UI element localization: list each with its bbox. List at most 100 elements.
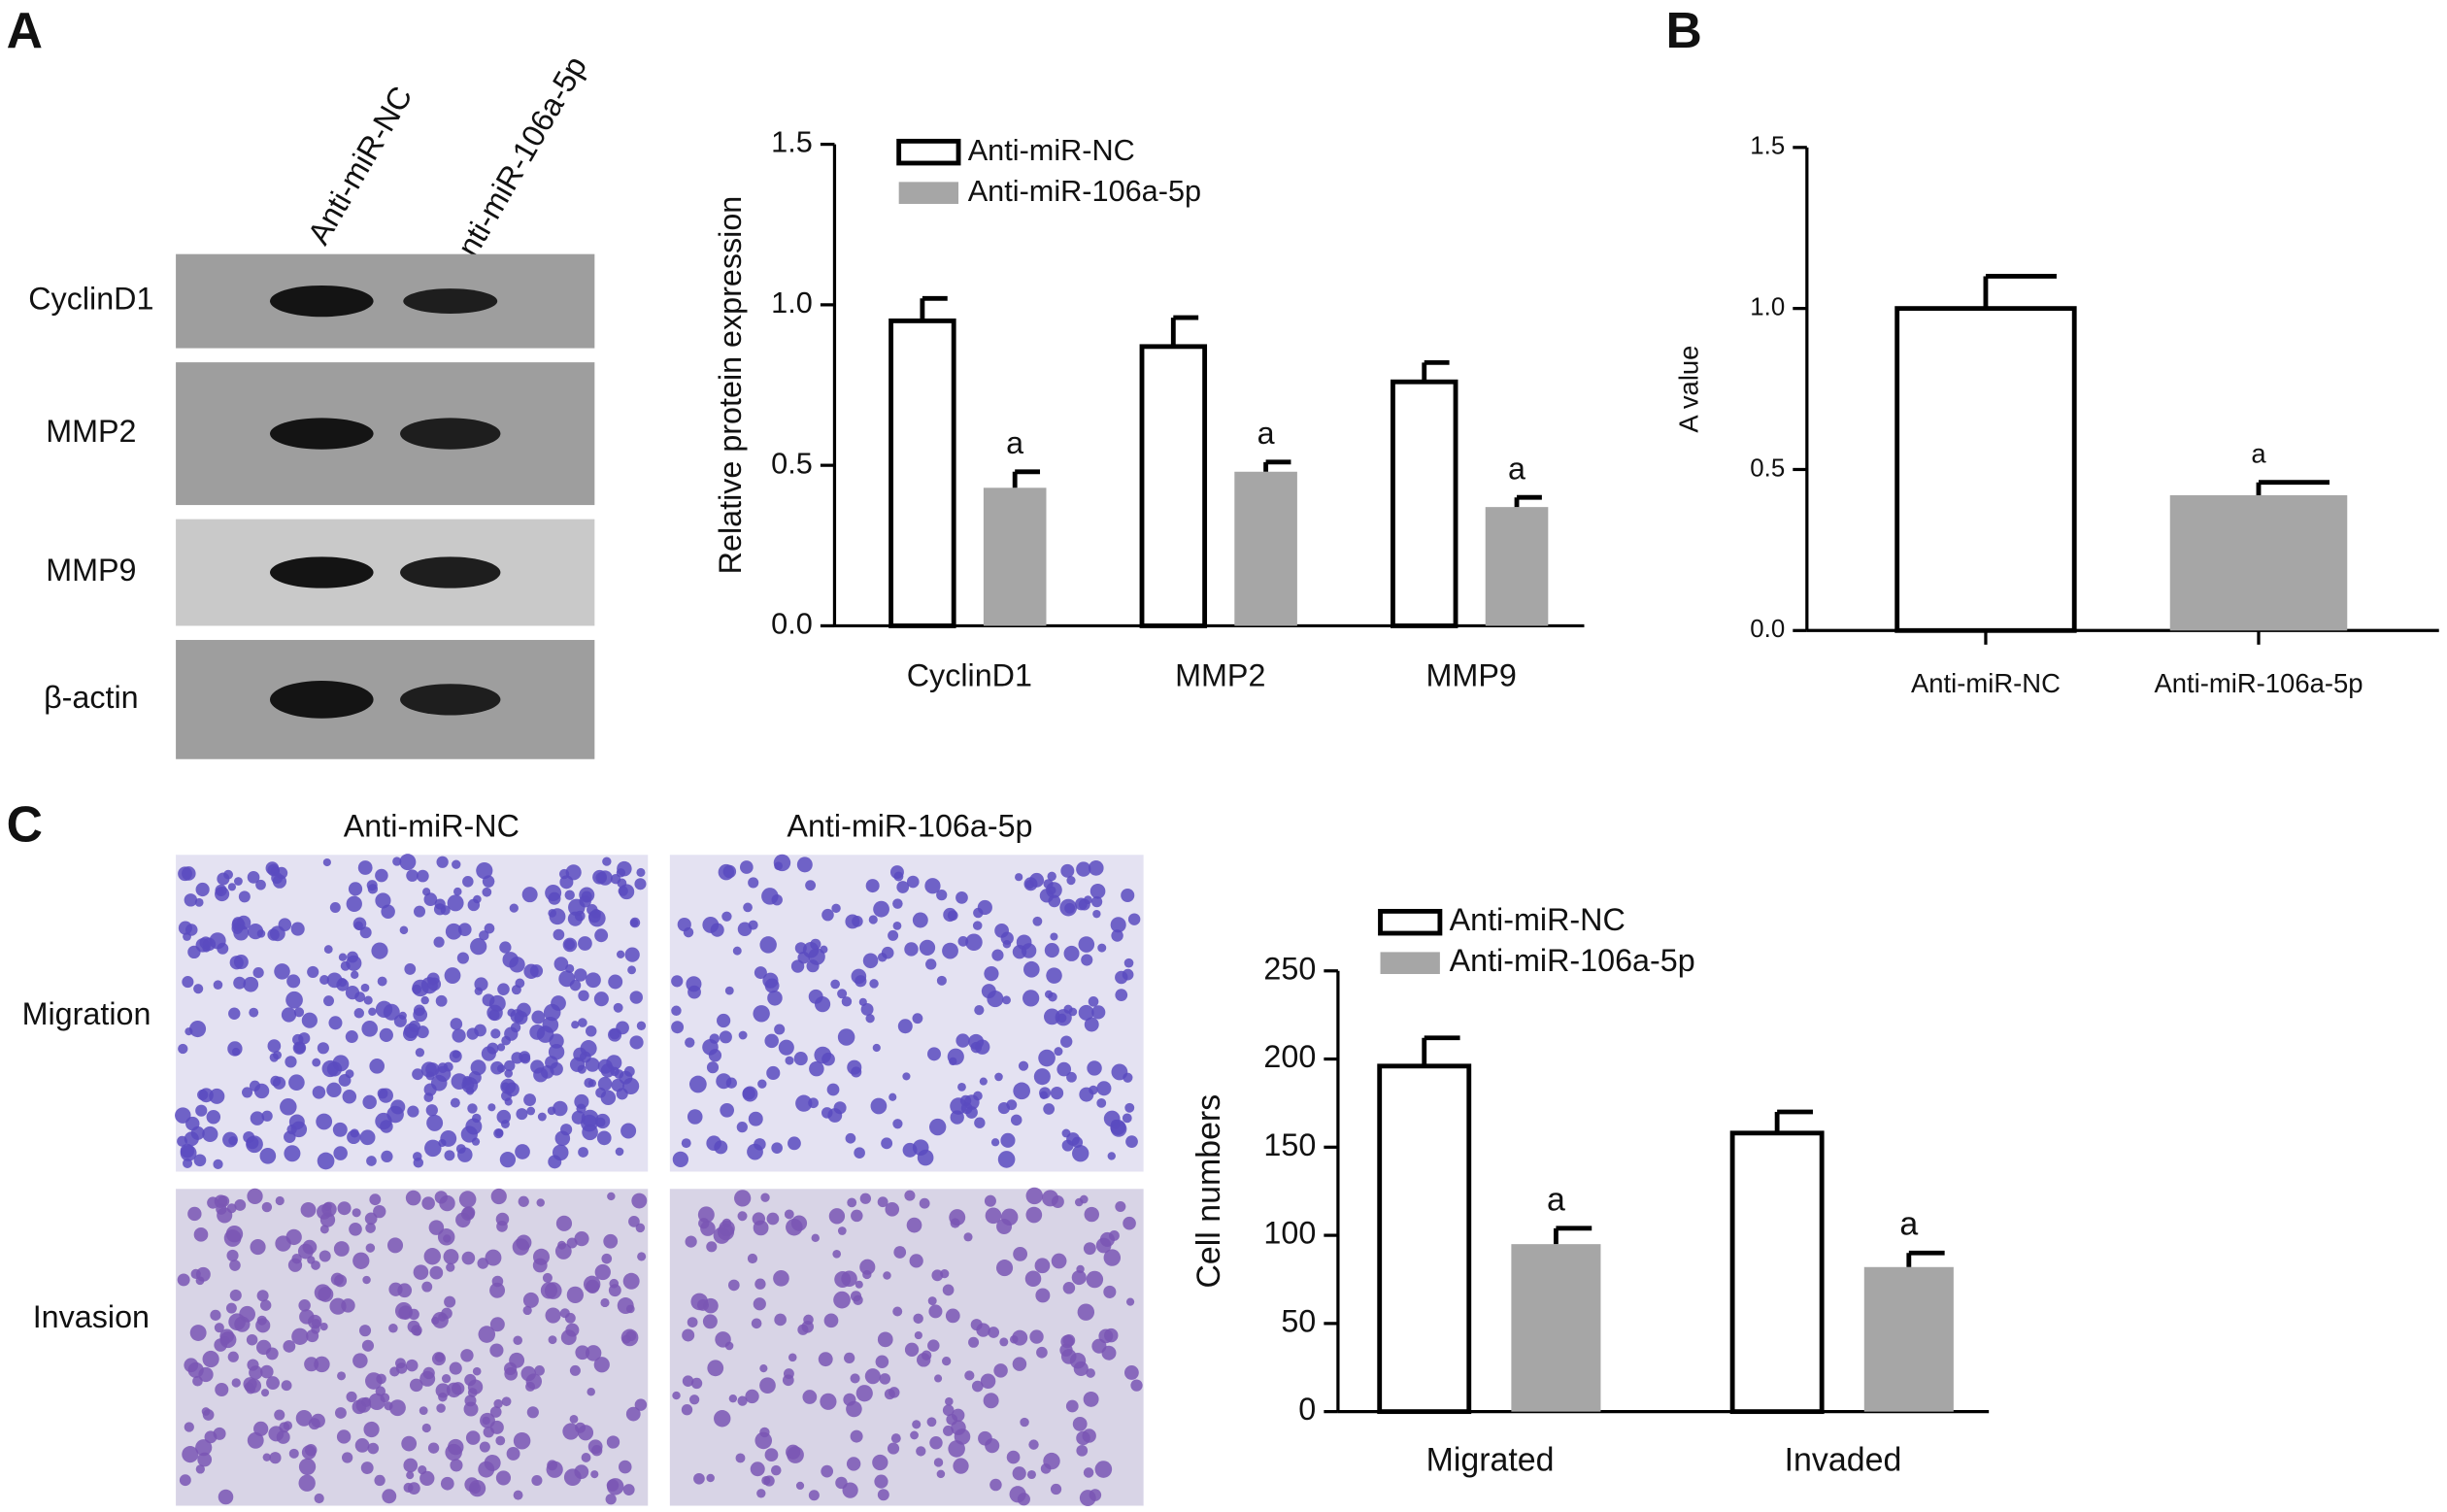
cell <box>495 1212 510 1226</box>
cell <box>421 1423 431 1433</box>
cell <box>312 1086 326 1099</box>
cell <box>229 1260 241 1271</box>
cell <box>821 1052 835 1066</box>
cell <box>521 887 538 903</box>
cell <box>227 1351 239 1362</box>
cell <box>1066 1071 1077 1083</box>
cell <box>513 1490 523 1500</box>
cell <box>419 1370 436 1387</box>
cell <box>189 1325 207 1341</box>
cell <box>317 1152 335 1170</box>
cell <box>1115 1200 1126 1213</box>
cell <box>702 916 720 933</box>
cell <box>737 1211 748 1222</box>
cell <box>466 1087 475 1095</box>
cell <box>501 1396 512 1407</box>
cell <box>1013 1246 1028 1261</box>
cell <box>386 1105 404 1124</box>
blot-row-label: MMP9 <box>46 553 136 588</box>
y-tick-label: 0 <box>1298 1392 1316 1427</box>
cell <box>504 1097 513 1106</box>
cell <box>795 1094 813 1112</box>
cell <box>319 1212 336 1227</box>
cell <box>549 908 566 925</box>
cell <box>818 1352 833 1367</box>
cell <box>1103 1249 1122 1266</box>
cell <box>685 1037 695 1048</box>
cell <box>399 925 409 935</box>
cell <box>690 1377 703 1390</box>
cell <box>300 1201 317 1218</box>
cell <box>489 1343 504 1358</box>
cell <box>445 923 462 940</box>
cell <box>759 1364 768 1373</box>
cell <box>622 1272 640 1290</box>
cell <box>270 1075 282 1087</box>
cell <box>302 1239 318 1255</box>
cell <box>634 878 647 890</box>
cell <box>685 1235 697 1248</box>
cell <box>361 1021 378 1037</box>
cell <box>427 1442 440 1454</box>
cell <box>308 1314 322 1329</box>
cell <box>621 1334 631 1344</box>
cell <box>1022 990 1040 1007</box>
cell <box>1024 1270 1042 1288</box>
cell <box>872 1043 881 1053</box>
cell <box>845 1132 856 1144</box>
bar <box>1863 1266 1954 1412</box>
cell <box>682 1375 694 1387</box>
panel-label: A <box>7 2 43 58</box>
cell <box>467 1379 484 1394</box>
cell <box>338 953 348 961</box>
cell <box>247 1188 263 1205</box>
y-tick-label: 1.0 <box>771 286 813 319</box>
cell <box>947 910 958 922</box>
cell <box>290 922 305 936</box>
bar <box>1511 1244 1601 1412</box>
cell <box>269 1452 282 1464</box>
cell <box>750 1462 765 1477</box>
cell <box>737 922 753 937</box>
cell <box>326 1082 342 1098</box>
cell <box>797 1324 809 1335</box>
cell <box>488 1009 500 1021</box>
cell <box>443 1249 459 1265</box>
cell <box>431 1316 440 1326</box>
cell <box>460 1349 474 1362</box>
cell <box>942 1284 955 1296</box>
cell <box>184 924 198 936</box>
cell <box>364 1212 378 1226</box>
cell <box>1060 863 1075 878</box>
cell <box>571 1021 580 1029</box>
cell <box>1078 936 1095 953</box>
cell <box>984 966 999 982</box>
cell <box>354 1438 370 1453</box>
cell <box>707 1360 724 1377</box>
cell <box>403 1458 419 1473</box>
y-tick-label: 0.5 <box>771 446 813 480</box>
cell <box>1015 873 1023 882</box>
cell <box>426 1114 444 1131</box>
cell <box>1065 1399 1079 1413</box>
cell <box>828 1208 846 1225</box>
cell <box>728 1394 738 1403</box>
cell <box>906 875 920 889</box>
cell <box>686 976 702 992</box>
cell <box>478 1326 496 1343</box>
cell <box>719 1030 732 1044</box>
cell <box>847 1197 857 1208</box>
blot-strip <box>176 253 595 349</box>
cell <box>950 1097 967 1115</box>
cell <box>306 1329 319 1343</box>
cell <box>1010 1114 1022 1126</box>
cell <box>363 995 373 1005</box>
cell <box>463 1401 479 1417</box>
cell <box>317 1042 329 1055</box>
cell <box>709 1033 721 1044</box>
cell <box>1092 909 1101 919</box>
cell <box>311 1260 320 1270</box>
cell <box>213 1159 223 1169</box>
cell <box>399 854 417 871</box>
cell <box>423 1083 437 1096</box>
